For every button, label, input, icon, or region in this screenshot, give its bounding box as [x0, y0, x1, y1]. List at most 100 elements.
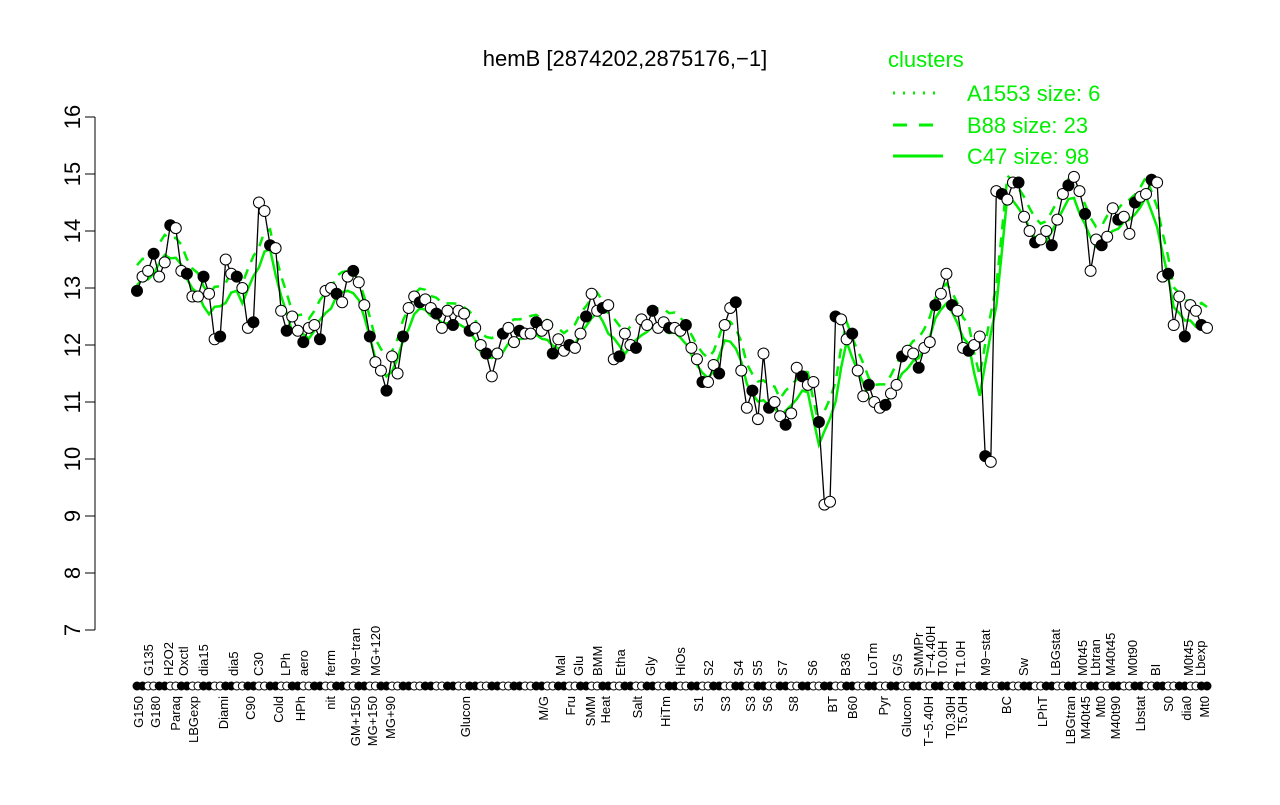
x-tick-label-lower: T−5.40H — [921, 696, 936, 746]
x-tick-label-lower: S0 — [1161, 696, 1176, 712]
data-point — [713, 367, 726, 380]
x-tick-label-upper: T−4.40H — [923, 626, 938, 676]
data-point — [469, 321, 482, 334]
data-point — [1034, 233, 1047, 246]
x-tick-label-lower: SMM — [583, 696, 598, 726]
data-point — [1140, 187, 1153, 200]
data-point — [363, 330, 376, 343]
x-tick-label-upper: ferm — [323, 650, 338, 676]
data-point — [951, 304, 964, 317]
x-tick-label-lower: G150 — [131, 696, 146, 728]
data-point — [197, 270, 210, 283]
data-point — [297, 336, 310, 349]
x-tick-label-lower: Pyr — [876, 695, 891, 715]
data-point — [1106, 202, 1119, 215]
x-tick-label-lower: G180 — [148, 696, 163, 728]
data-point — [646, 304, 659, 317]
x-tick-label-lower: Cold — [271, 696, 286, 723]
x-tick-label-lower: BT — [825, 696, 840, 713]
data-point — [929, 299, 942, 312]
x-tick-label-lower: HPh — [293, 696, 308, 721]
data-point — [291, 324, 304, 337]
data-point — [1023, 225, 1036, 237]
x-tick-label-upper: T0.0H — [935, 641, 950, 676]
b88-line — [136, 173, 1208, 429]
x-tick-label-lower: Paraq — [168, 696, 183, 731]
data-point — [386, 350, 399, 363]
data-point — [169, 222, 182, 235]
data-point — [779, 418, 792, 431]
data-point — [230, 270, 243, 283]
data-point — [879, 398, 892, 411]
x-tick-label-upper: LBGstat — [1048, 629, 1063, 676]
data-point — [729, 296, 742, 309]
x-tick-label-lower: BC — [999, 696, 1014, 714]
data-point — [940, 267, 953, 280]
x-tick-label-lower: MG+150 — [365, 696, 380, 746]
data-point — [907, 347, 920, 360]
data-point — [618, 327, 631, 340]
y-tick-label: 14 — [60, 219, 85, 243]
x-tick-label-upper: M0t45 — [1181, 640, 1196, 676]
data-point — [313, 333, 326, 346]
data-point — [485, 370, 498, 383]
x-tick-label-upper: G135 — [141, 644, 156, 676]
data-point — [546, 347, 559, 360]
data-point — [707, 358, 720, 371]
x-tick-label-upper: M40t45 — [1103, 633, 1118, 676]
data-point — [746, 384, 759, 397]
x-tick-label-upper: Oxctl — [176, 646, 191, 676]
data-point — [768, 396, 781, 408]
data-point — [397, 330, 410, 343]
data-point — [142, 264, 155, 277]
x-tick-label-lower: Salt — [630, 696, 645, 719]
x-tick-label-lower: Lbstat — [1133, 696, 1148, 732]
data-point — [1095, 239, 1108, 252]
data-point — [568, 341, 581, 354]
y-tick-label: 8 — [60, 567, 85, 579]
x-tick-label-lower: nit — [323, 696, 338, 710]
x-tick-label-lower: GM+150 — [348, 696, 363, 746]
data-point — [973, 330, 986, 343]
data-point — [1173, 290, 1186, 303]
data-point — [374, 364, 387, 377]
chart-title: hemB [2874202,2875176,−1] — [483, 46, 767, 71]
y-tick-label: 13 — [60, 276, 85, 300]
x-tick-label-lower: S1 — [691, 696, 706, 712]
data-point — [347, 264, 360, 277]
x-tick-label-upper: H2O2 — [161, 642, 176, 676]
data-point — [751, 413, 764, 426]
data-point — [480, 347, 493, 360]
x-tick-label-lower: S6 — [760, 696, 775, 712]
x-tick-label-upper: MG+120 — [368, 626, 383, 676]
data-point — [308, 319, 321, 332]
data-point — [685, 341, 698, 354]
y-tick-label: 11 — [60, 391, 85, 414]
data-point — [1018, 210, 1031, 223]
x-tick-label-lower: S3 — [718, 696, 733, 712]
x-tick-label-upper: Sw — [1016, 657, 1031, 676]
data-point — [1123, 227, 1136, 240]
x-tick-label-lower: dia0 — [1179, 696, 1194, 721]
data-point — [574, 327, 587, 340]
data-point — [862, 378, 875, 391]
data-point — [336, 296, 349, 309]
x-tick-label-lower: Fru — [563, 696, 578, 716]
data-point — [857, 390, 870, 403]
x-tick-label-lower: M40t45 — [1078, 696, 1093, 739]
data-point — [352, 276, 365, 289]
x-tick-label-lower: M/G — [536, 696, 551, 721]
x-tick-label-lower: Mt0 — [1093, 696, 1108, 718]
x-tick-label-lower: Mt0 — [1197, 696, 1212, 718]
x-tick-label-lower: S3 — [743, 696, 758, 712]
x-tick-label-upper: HiOs — [673, 647, 688, 676]
data-point — [269, 242, 282, 255]
data-point — [358, 299, 371, 312]
data-point — [812, 415, 825, 428]
data-point — [541, 319, 554, 332]
data-point — [286, 310, 299, 323]
data-point — [807, 376, 820, 389]
data-point — [774, 410, 787, 423]
x-tick-label-lower: S8 — [786, 696, 801, 712]
x-tick-label-upper: BI — [1148, 664, 1163, 676]
